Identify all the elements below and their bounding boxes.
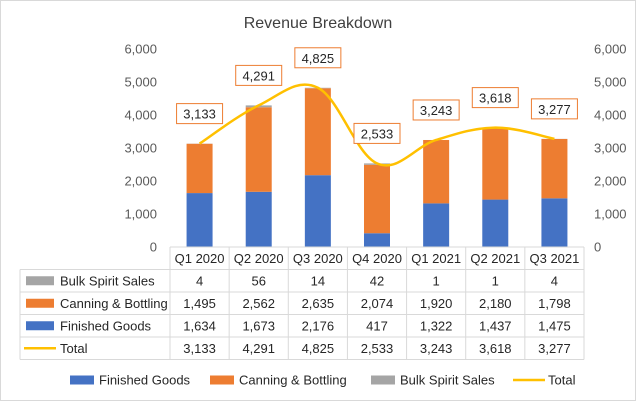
bar-finished-goods [541,198,567,247]
table-cell: 14 [311,273,325,288]
y-tick-label-right: 4,000 [594,108,627,123]
data-label-total: 3,277 [531,99,577,119]
y-tick-label-left: 6,000 [124,42,157,57]
legend-label: Finished Goods [99,373,191,388]
data-label-text: 4,291 [242,68,275,83]
bar-finished-goods [423,203,449,247]
y-tick-label-left: 2,000 [124,174,157,189]
table-cell: 3,618 [479,341,512,356]
table-header-cell: Q2 2020 [234,251,284,266]
table-cell: 1,322 [420,318,453,333]
bar-canning-bottling [246,107,272,192]
y-tick-label-right: 1,000 [594,207,627,222]
table-cell: 3,277 [538,341,571,356]
table-cell: 2,180 [479,296,512,311]
table-cell: 2,635 [302,296,335,311]
table-cell: 1,634 [183,318,216,333]
chart-title: Revenue Breakdown [244,15,393,32]
data-label-text: 3,243 [420,103,453,118]
bar-canning-bottling [364,165,390,233]
table-cell: 1,475 [538,318,571,333]
bar-canning-bottling [423,140,449,203]
table-row-label: Canning & Bottling [60,296,168,311]
bar-finished-goods [187,193,213,247]
legend-swatch [371,376,395,385]
bar-finished-goods [364,233,390,247]
table-cell: 2,074 [361,296,394,311]
table-cell: 2,176 [302,318,335,333]
table-cell: 3,133 [183,341,216,356]
table-cell: 4,291 [242,341,275,356]
data-label-total: 2,533 [354,123,400,143]
table-row-label: Finished Goods [60,318,152,333]
table-cell: 1,920 [420,296,453,311]
bar-finished-goods [246,192,272,247]
table-header-cell: Q3 2020 [293,251,343,266]
legend-label: Canning & Bottling [239,373,347,388]
y-tick-label-left: 0 [150,240,157,255]
y-tick-label-left: 1,000 [124,207,157,222]
table-cell: 1 [433,273,440,288]
legend-swatch [210,376,234,385]
y-tick-label-left: 5,000 [124,75,157,90]
legend-label: Total [548,373,576,388]
table-cell: 417 [366,318,388,333]
table-cell: 42 [370,273,384,288]
data-label-text: 3,133 [183,107,216,122]
table-cell: 1 [492,273,499,288]
table-header-cell: Q4 2020 [352,251,402,266]
data-label-text: 3,277 [538,102,571,117]
table-header-cell: Q1 2020 [175,251,225,266]
table-key-finished-goods [26,321,54,330]
table-cell: 4,825 [302,341,335,356]
data-label-total: 4,291 [236,65,282,85]
table-key-canning-bottling [26,299,54,308]
table-row-label: Total [60,341,88,356]
data-label-text: 2,533 [361,126,394,141]
table-cell: 1,495 [183,296,216,311]
y-tick-label-right: 5,000 [594,75,627,90]
data-label-text: 3,618 [479,91,512,106]
table-header-cell: Q1 2021 [411,251,461,266]
y-tick-label-right: 6,000 [594,42,627,57]
y-tick-label-right: 0 [594,240,601,255]
bar-finished-goods [482,200,508,247]
table-cell: 2,533 [361,341,394,356]
table-header-cell: Q2 2021 [470,251,520,266]
y-tick-label-left: 4,000 [124,108,157,123]
legend-label: Bulk Spirit Sales [400,373,495,388]
data-label-text: 4,825 [302,51,335,66]
bar-finished-goods [305,175,331,247]
data-label-total: 3,133 [177,104,223,124]
table-cell: 1,798 [538,296,571,311]
table-cell: 4 [196,273,203,288]
table-cell: 1,437 [479,318,512,333]
data-label-total: 3,243 [413,100,459,120]
table-header-cell: Q3 2021 [529,251,579,266]
bar-canning-bottling [305,88,331,175]
table-cell: 1,673 [242,318,275,333]
y-tick-label-right: 3,000 [594,141,627,156]
table-cell: 4 [551,273,558,288]
bar-canning-bottling [541,139,567,198]
y-tick-label-right: 2,000 [594,174,627,189]
table-cell: 3,243 [420,341,453,356]
y-tick-label-left: 3,000 [124,141,157,156]
table-key-bulk-spirit-sales [26,276,54,285]
data-label-total: 3,618 [472,88,518,108]
table-cell: 2,562 [242,296,275,311]
legend-swatch [70,376,94,385]
table-row-label: Bulk Spirit Sales [60,273,155,288]
data-label-total: 4,825 [295,48,341,68]
table-cell: 56 [251,273,265,288]
bar-canning-bottling [187,144,213,193]
bar-canning-bottling [482,128,508,200]
